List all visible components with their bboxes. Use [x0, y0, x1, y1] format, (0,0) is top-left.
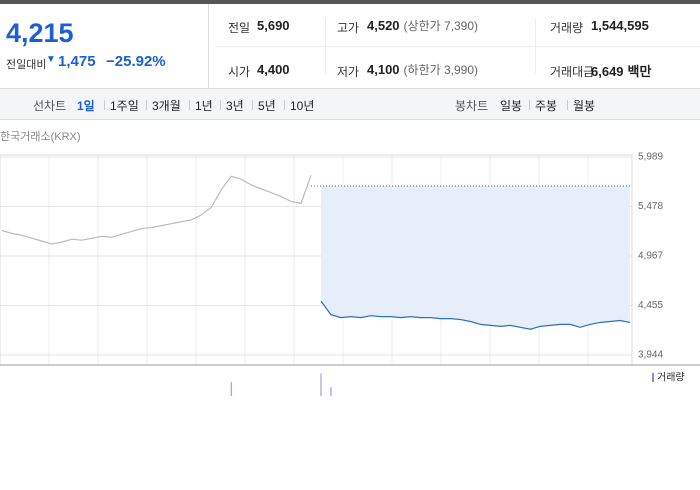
stat-value: 4,400 [257, 62, 290, 77]
tab-separator [146, 100, 147, 110]
candle-tab[interactable]: 주봉 [535, 99, 558, 113]
y-tick-label: 4,967 [638, 251, 663, 262]
area [320, 185, 630, 330]
stat-note: (상한가 7,390) [403, 19, 479, 33]
tab-bar: 선차트 봉차트 1일 1주일 3개월 1년 3년 5년 10년 일봉 주봉 월봉 [0, 88, 700, 120]
stat-value-box: 4,520 (상한가 7,390) [367, 17, 478, 35]
stat-value: 4,520 [367, 18, 400, 33]
stat-value: 5,690 [257, 18, 290, 33]
stat-value-box: 6,649 백만 [591, 61, 651, 81]
period-tab[interactable]: 1년 [195, 99, 213, 113]
legend-swatch [652, 373, 654, 382]
candle-tab[interactable]: 일봉 [500, 99, 523, 113]
stat-unit: 백만 [627, 64, 652, 79]
period-tab[interactable]: 1주일 [110, 99, 139, 113]
volume-bar [230, 382, 232, 396]
period-tab[interactable]: 1일 [77, 99, 95, 113]
stat-label: 시가 [228, 65, 251, 79]
stat-value: 4,100 [367, 62, 400, 77]
down-arrow: ▼ [46, 54, 56, 65]
period-tab[interactable]: 3년 [226, 99, 244, 113]
volume-bar [330, 387, 332, 396]
tab-separator [529, 100, 530, 110]
quote-panel: 4,215 전일대비 ▼ 1,475 −25.92% 전일 5,690 고가 4,52… [0, 0, 700, 88]
tab-separator [567, 100, 568, 110]
stat-value-box: 4,400 [257, 61, 290, 79]
y-tick-label: 4,455 [638, 300, 663, 311]
stat-label: 고가 [337, 21, 360, 35]
current-price: 4,215 [6, 18, 74, 48]
tab-separator [252, 100, 253, 110]
legend-label: 거래량 [657, 372, 685, 384]
tab-group-label: 봉차트 [455, 99, 489, 113]
price-line [320, 300, 631, 330]
change: 1,475 [58, 53, 96, 70]
change-rate: −25.92% [106, 53, 166, 70]
source: 한국거래소(KRX) [0, 130, 81, 143]
stat-label: 전일 [228, 21, 251, 35]
candle-tab[interactable]: 월봉 [573, 99, 596, 113]
stat-value: 1,544,595 [591, 18, 649, 33]
stat-value-box: 5,690 [257, 17, 290, 35]
stat-note: (하한가 3,990) [403, 63, 479, 77]
stat-label: 거래대금 [550, 65, 595, 79]
tab-separator [104, 100, 105, 110]
tab-group-label: 선차트 [33, 99, 67, 113]
change-label: 전일대비 [6, 59, 47, 71]
stat-label: 저가 [337, 65, 360, 79]
period-tab[interactable]: 3개월 [152, 99, 181, 113]
y-tick-label: 3,944 [638, 350, 663, 361]
period-tab[interactable]: 10년 [290, 99, 315, 113]
y-tick-label: 5,989 [638, 152, 663, 163]
tab-separator [284, 100, 285, 110]
stat-value-box: 4,100 (하한가 3,990) [367, 61, 478, 79]
stat-value-box: 1,544,595 [591, 17, 649, 35]
volume-bar [320, 373, 322, 396]
divider [215, 46, 700, 47]
y-tick-label: 5,478 [638, 201, 663, 212]
stat-value: 6,649 [591, 64, 624, 79]
tab-separator [189, 100, 190, 110]
tab-separator [220, 100, 221, 110]
price-line [1, 175, 312, 245]
divider [208, 4, 209, 88]
period-tab[interactable]: 5년 [258, 99, 276, 113]
stat-label: 거래량 [550, 21, 584, 35]
chart: 한국거래소(KRX) 3,944 4,455 4,967 5,478 5,989 거래량 [0, 130, 700, 396]
